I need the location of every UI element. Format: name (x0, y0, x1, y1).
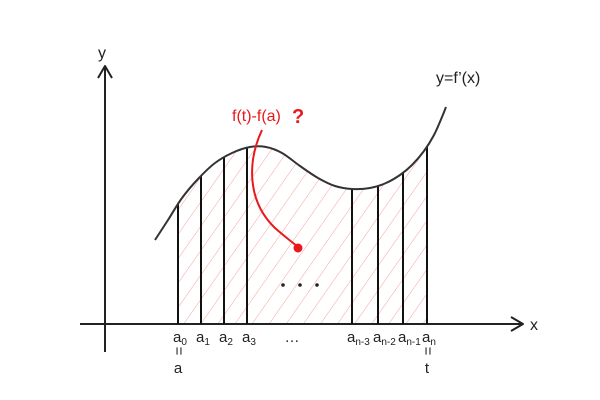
tick-subscript-0: 0 (181, 337, 187, 348)
tick-label-7: an-1 (398, 329, 421, 348)
tick-subscript-3: 3 (250, 337, 256, 348)
curve-label: y=f’(x) (436, 70, 480, 87)
start-label: a (174, 360, 183, 377)
end-equals: = (419, 347, 436, 356)
question-annotation: f(t)-f(a) ? (232, 106, 304, 253)
tick-subscript-8: n (430, 337, 436, 348)
tick-label-4: … (285, 329, 300, 346)
question-text: f(t)-f(a) (232, 108, 281, 125)
tick-subscript-2: 2 (227, 337, 233, 348)
end-label: t (425, 360, 430, 377)
tick-subscript-5: n-3 (355, 337, 370, 348)
hatched-area (178, 146, 427, 324)
y-axis-label: y (98, 45, 106, 62)
tick-label-3: a3 (242, 329, 256, 348)
x-axis-label: x (530, 317, 538, 334)
tick-label-2: a2 (219, 329, 233, 348)
curve-f-prime (154, 106, 447, 241)
tick-label-8: an (422, 329, 436, 348)
tick-subscript-7: n-1 (406, 337, 421, 348)
tick-label-0: a0 (173, 329, 187, 348)
tick-label-6: an-2 (373, 329, 396, 348)
start-equals: = (170, 347, 187, 356)
y-axis (97, 65, 113, 352)
ellipsis-dots (281, 283, 319, 287)
tick-label-5: an-3 (347, 329, 370, 348)
annotation-pointer (251, 129, 299, 248)
tick-label-1: a1 (196, 329, 210, 348)
partition-lines (177, 146, 428, 324)
tick-subscript-6: n-2 (381, 337, 396, 348)
question-mark: ? (292, 106, 304, 128)
x-axis (80, 316, 524, 332)
tick-subscript-1: 1 (204, 337, 210, 348)
annotation-dot (293, 243, 303, 253)
tick-labels: a0 a1 a2 a3 … an-3 an-2 an-1 an (173, 329, 436, 348)
